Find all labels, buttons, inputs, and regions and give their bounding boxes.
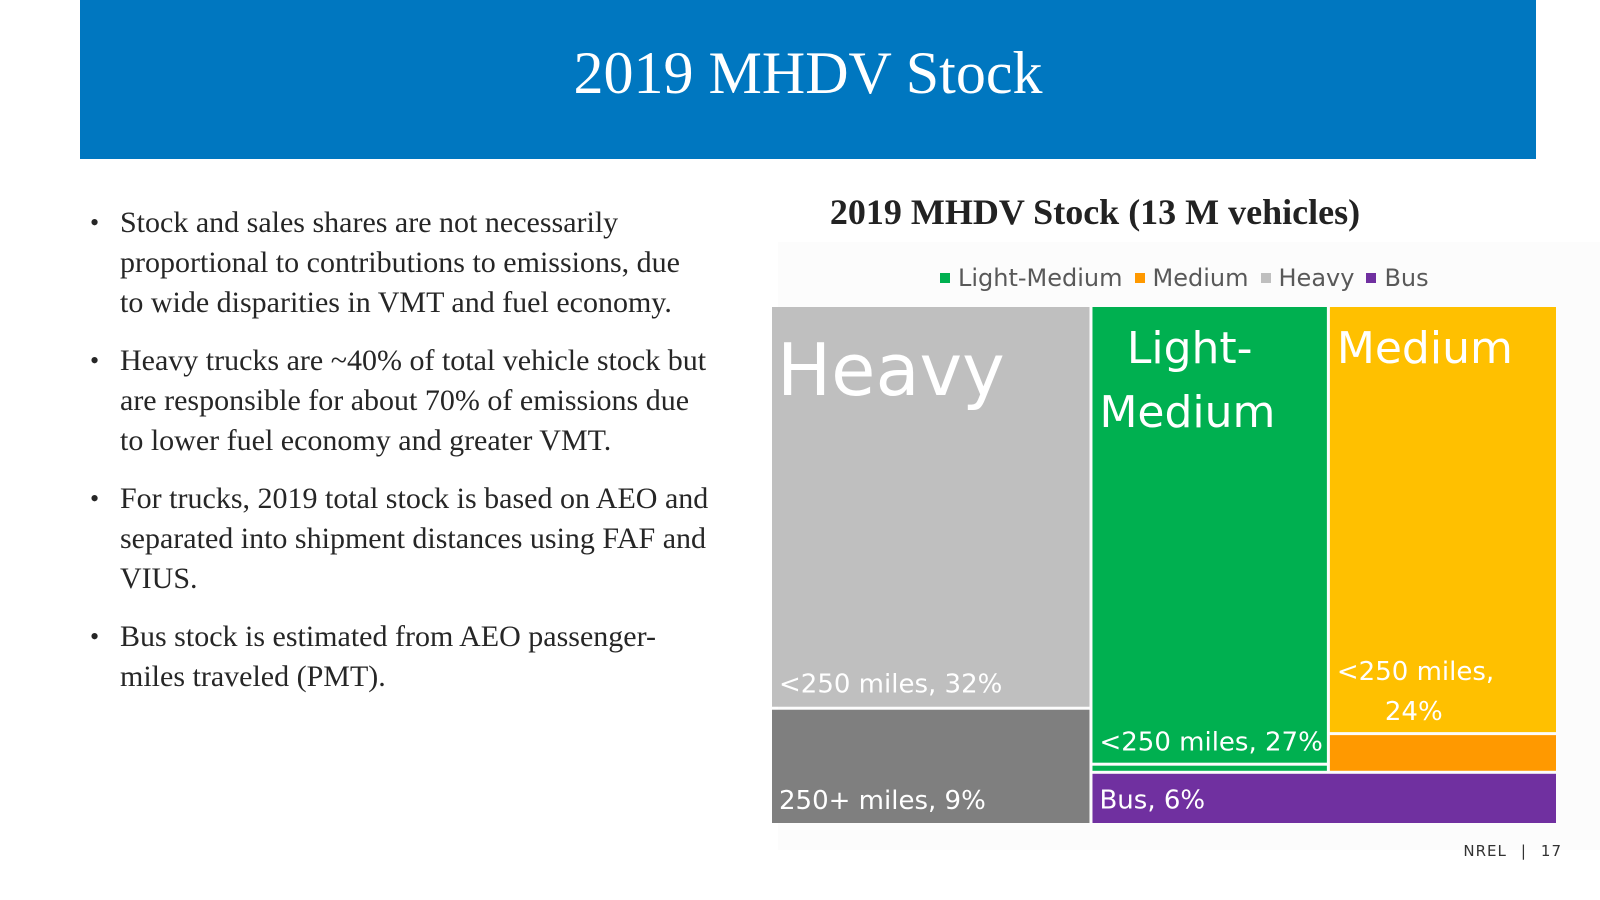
- legend-item-light-medium: Light-Medium: [940, 264, 1123, 292]
- bullet-item: • Stock and sales shares are not necessar…: [90, 203, 710, 323]
- legend-label: Heavy: [1278, 264, 1355, 292]
- chart-title: 2019 MHDV Stock (13 M vehicles): [829, 192, 1361, 232]
- footer-separator: |: [1520, 842, 1527, 860]
- bullet-dot-icon: •: [90, 208, 100, 237]
- legend-label: Bus: [1384, 264, 1429, 292]
- legend-item-bus: Bus: [1366, 264, 1429, 292]
- bullet-text: Bus stock is estimated from AEO passenge…: [120, 620, 656, 693]
- bullet-item: • For trucks, 2019 total stock is based o…: [90, 479, 710, 599]
- chart-legend: Light-Medium Medium Heavy Bus: [940, 263, 1441, 293]
- bullet-list: • Stock and sales shares are not necessar…: [90, 203, 710, 715]
- legend-label: Light-Medium: [958, 264, 1123, 292]
- bullet-item: • Heavy trucks are ~40% of total vehicle …: [90, 341, 710, 461]
- bullet-item: • Bus stock is estimated from AEO passeng…: [90, 617, 710, 697]
- slide-title: 2019 MHDV Stock: [573, 40, 1043, 106]
- bullet-text: Stock and sales shares are not necessari…: [120, 206, 680, 319]
- chart-area: [778, 242, 1600, 850]
- legend-swatch: [1134, 273, 1145, 283]
- legend-swatch: [1260, 273, 1271, 283]
- legend-swatch: [1366, 273, 1377, 283]
- slide-footer: NREL | 17: [1463, 842, 1562, 860]
- bullet-dot-icon: •: [90, 346, 100, 375]
- page-number: 17: [1540, 842, 1562, 860]
- bullet-dot-icon: •: [90, 484, 100, 513]
- footer-org: NREL: [1463, 842, 1507, 860]
- legend-item-heavy: Heavy: [1260, 264, 1355, 292]
- bullet-text: Heavy trucks are ~40% of total vehicle s…: [120, 344, 707, 457]
- bullet-dot-icon: •: [90, 622, 100, 651]
- legend-label: Medium: [1152, 264, 1249, 292]
- bullet-text: For trucks, 2019 total stock is based on…: [120, 482, 709, 595]
- legend-item-medium: Medium: [1134, 264, 1249, 292]
- legend-swatch: [940, 273, 950, 283]
- title-bar: 2019 MHDV Stock: [80, 0, 1536, 159]
